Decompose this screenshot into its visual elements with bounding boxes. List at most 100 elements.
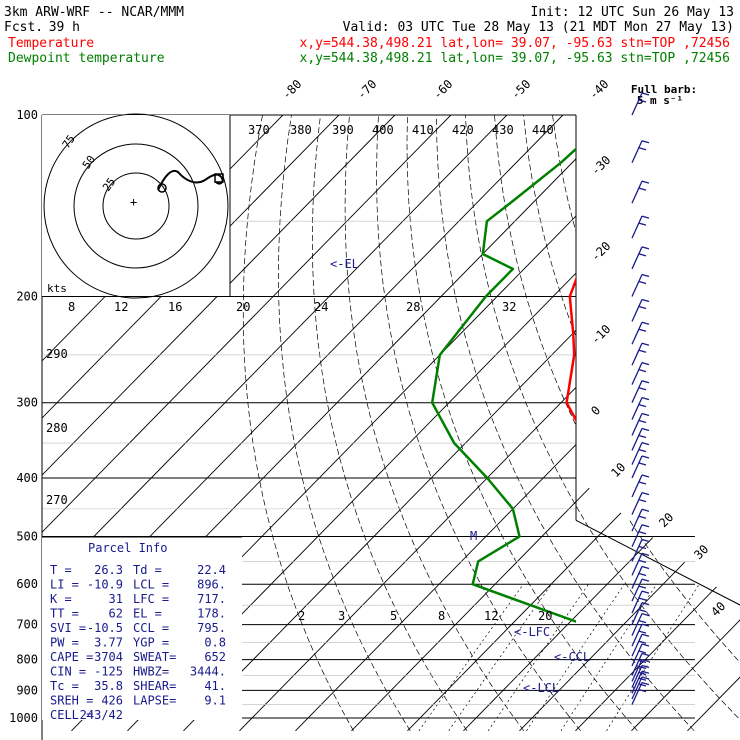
wind-barb (631, 643, 650, 667)
temp-label-30: 30 (691, 542, 711, 562)
wind-barb (631, 441, 650, 465)
wind-barb (631, 612, 650, 636)
theta-label-380: 380 (290, 123, 312, 137)
hodograph: + 25 50 75 kts (42, 113, 231, 299)
isotherm-line (463, 115, 740, 732)
dewpoint-legend: Dewpoint temperature (8, 51, 165, 66)
wind-barb (631, 92, 650, 116)
wind-barbs (631, 92, 650, 705)
dry-adiabat (581, 115, 740, 732)
parcel-field: 62 (109, 607, 123, 621)
hodograph-ring-75 (43, 113, 229, 299)
dry-adiabat (668, 115, 740, 732)
dry-adiabat (494, 115, 740, 732)
parcel-field: CAPE = (50, 650, 93, 664)
wind-barb (631, 180, 650, 204)
temp-label--40: -40 (586, 77, 611, 102)
hodograph-ring-50 (73, 143, 199, 269)
mixing-ratio-label-8: 8 (438, 609, 445, 623)
wind-barb (631, 140, 650, 164)
wind-barb (631, 396, 650, 420)
wind-barb (631, 623, 650, 647)
parcel-field: 3704 (94, 650, 123, 664)
wind-barb (631, 676, 650, 700)
parcel-field: CELL = (50, 708, 93, 722)
parcel-field: -125 (94, 665, 123, 679)
valid-time: Valid: 03 UTC Tue 28 May 13 (21 MDT Mon … (343, 20, 734, 35)
temperature-legend: Temperature (8, 36, 94, 51)
parcel-field: SREH = (50, 694, 93, 708)
parcel-field: 652 (204, 650, 226, 664)
wind-barb (631, 601, 650, 625)
wind-barb (631, 492, 650, 515)
dry-adiabat (523, 115, 740, 732)
parcel-field: Tc = (50, 679, 79, 693)
level-marker: <-EL (330, 257, 359, 271)
theta-label-390: 390 (332, 123, 354, 137)
parcel-field: 26.3 (94, 563, 123, 577)
parcel-field: HWBZ= (133, 665, 169, 679)
theta-label-440: 440 (532, 123, 554, 137)
isotherm-line (42, 115, 396, 732)
parcel-field: CCL = (133, 621, 169, 635)
dry-adiabat (406, 115, 638, 732)
temp-label-20: 20 (656, 510, 676, 530)
parcel-field: CIN = (50, 665, 86, 679)
theta-label-430: 430 (492, 123, 514, 137)
temp-label-40: 40 (708, 599, 728, 619)
pressure-label-600: 600 (16, 577, 38, 591)
wind-barb (631, 455, 650, 479)
wind-barb (631, 681, 650, 705)
temp-label-0: 0 (588, 403, 603, 418)
dewpoint-location: x,y=544.38,498.21 lat,lon= 39.07, -95.63… (300, 51, 730, 66)
temp-label--30: -30 (588, 153, 613, 178)
wind-barb (631, 658, 650, 682)
parcel-field: LCL = (133, 578, 169, 592)
wind-barb (631, 565, 650, 589)
parcel-field: 3444. (190, 665, 226, 679)
parcel-field: LI = (50, 578, 79, 592)
wind-barb (631, 412, 650, 436)
forecast-hour: 39 h (49, 20, 80, 35)
parcel-field: K = (50, 592, 72, 606)
parcel-field: 426 (101, 694, 123, 708)
pressure-label-500: 500 (16, 529, 38, 543)
hodograph-start (157, 183, 167, 193)
mixing-ratio-line (606, 584, 700, 731)
dry-adiabat (436, 115, 695, 732)
isotherm-line (407, 115, 740, 732)
isotherm-line (631, 115, 740, 732)
wind-barb (631, 321, 650, 345)
parcel-field: EL = (133, 607, 162, 621)
wind-barb (631, 578, 650, 602)
wind-barb (631, 380, 650, 403)
level-marker: M (470, 529, 477, 543)
wind-barb (631, 652, 650, 676)
parcel-field: 9.1 (204, 694, 226, 708)
barb-key-title: Full barb: (631, 83, 697, 96)
level-marker: <-LFC (514, 625, 550, 639)
wind-barb (631, 590, 650, 614)
theta-label-280: 280 (46, 421, 68, 435)
wind-barb (631, 664, 650, 688)
thetae-label-24: 24 (314, 300, 328, 314)
temp-label--70: -70 (354, 77, 379, 102)
isotherm-line (42, 115, 340, 732)
hodograph-storm-motion (214, 173, 224, 183)
parcel-field: 22.4 (197, 563, 226, 577)
theta-label-400: 400 (372, 123, 394, 137)
hodograph-center: + (130, 195, 137, 209)
parcel-title: Parcel Info (88, 541, 167, 555)
parcel-field: 3.77 (94, 636, 123, 650)
isotherm-line (42, 115, 452, 732)
wind-barb (631, 524, 650, 548)
thetae-label-8: 8 (68, 300, 75, 314)
mixing-ratio-label-20: 20 (538, 609, 552, 623)
thetae-label-20: 20 (236, 300, 250, 314)
pressure-label-200: 200 (16, 290, 38, 304)
parcel-field: 35.8 (94, 679, 123, 693)
dry-adiabat (344, 115, 525, 732)
temperature-location: x,y=544.38,498.21 lat,lon= 39.07, -95.63… (300, 36, 730, 51)
